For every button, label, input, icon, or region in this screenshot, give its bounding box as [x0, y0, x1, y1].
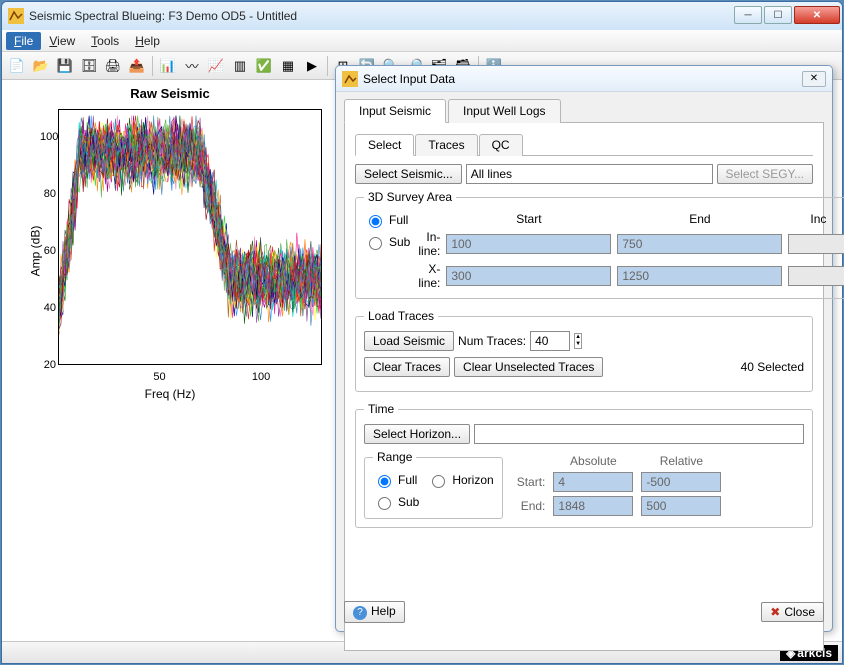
relative-label: Relative [641, 454, 721, 468]
app-icon [8, 8, 24, 24]
xline-end [617, 266, 782, 286]
tab-content: Select Traces QC Select Seismic... Selec… [344, 123, 824, 651]
spin-up[interactable]: ▲ [575, 334, 581, 341]
lines-field[interactable] [466, 164, 713, 184]
select-seismic-button[interactable]: Select Seismic... [355, 164, 462, 184]
inline-end [617, 234, 782, 254]
chart-xlabel: Freq (Hz) [145, 387, 196, 401]
time-end-label: End: [517, 499, 546, 513]
survey-area-fieldset: 3D Survey Area Full Sub Start End Inc In… [355, 190, 844, 299]
window-buttons: ─ ☐ ✕ [732, 6, 840, 26]
new-icon[interactable]: 📄 [6, 55, 28, 77]
menubar: File View Tools Help [2, 30, 842, 52]
dialog-footer: ?Help ✖Close [344, 601, 824, 623]
abs-start [553, 472, 633, 492]
load-legend: Load Traces [364, 309, 438, 323]
maximize-button[interactable]: ☐ [764, 6, 792, 24]
titlebar: Seismic Spectral Blueing: F3 Demo OD5 - … [2, 2, 842, 30]
xline-label: X-line: [418, 262, 440, 290]
clear-traces-button[interactable]: Clear Traces [364, 357, 450, 377]
rel-start [641, 472, 721, 492]
horizon-field[interactable] [474, 424, 804, 444]
menu-help[interactable]: Help [127, 32, 168, 50]
xline-start [446, 266, 611, 286]
export-icon[interactable]: 📤 [126, 55, 148, 77]
chart-box: Amp (dB) Freq (Hz) 20406080100 50100 [10, 101, 330, 401]
check-icon[interactable]: ✅ [253, 55, 275, 77]
main-tabstrip: Input Seismic Input Well Logs [344, 98, 824, 123]
range-sub-radio[interactable]: Sub [373, 494, 494, 510]
menu-view[interactable]: View [41, 32, 83, 50]
time-start-label: Start: [517, 475, 546, 489]
hdr-end: End [617, 212, 782, 226]
spectrum-icon[interactable]: 📈 [205, 55, 227, 77]
tab-input-seismic[interactable]: Input Seismic [344, 99, 446, 123]
inner-tab-traces[interactable]: Traces [415, 134, 477, 156]
rel-end [641, 496, 721, 516]
chart-plot-area [58, 109, 322, 365]
minimize-button[interactable]: ─ [734, 6, 762, 24]
chart-title: Raw Seismic [10, 86, 330, 101]
load-seismic-button[interactable]: Load Seismic [364, 331, 454, 351]
chart-panel: Raw Seismic Amp (dB) Freq (Hz) 204060801… [10, 86, 330, 426]
absolute-label: Absolute [553, 454, 633, 468]
dialog-icon [342, 71, 358, 87]
run-icon[interactable]: ▶ [301, 55, 323, 77]
dialog-body: Input Seismic Input Well Logs Select Tra… [344, 98, 824, 591]
survey-full-radio[interactable]: Full [364, 212, 410, 228]
dialog-titlebar: Select Input Data ✕ [336, 66, 832, 92]
load-traces-fieldset: Load Traces Load Seismic Num Traces: ▲▼ … [355, 309, 813, 392]
bars-icon[interactable]: ▥ [229, 55, 251, 77]
inner-tab-select[interactable]: Select [355, 134, 414, 156]
abs-end [553, 496, 633, 516]
menu-tools[interactable]: Tools [83, 32, 127, 50]
select-segy-button[interactable]: Select SEGY... [717, 164, 814, 184]
num-traces-label: Num Traces: [458, 334, 526, 348]
open-icon[interactable]: 📂 [30, 55, 52, 77]
range-fieldset: Range Full Horizon Sub [364, 450, 503, 519]
spin-down[interactable]: ▼ [575, 341, 581, 348]
tab-input-well-logs[interactable]: Input Well Logs [448, 99, 561, 123]
inline-inc [788, 234, 844, 254]
select-horizon-button[interactable]: Select Horizon... [364, 424, 470, 444]
saveas-icon[interactable]: 🗄 [78, 55, 100, 77]
inline-start [446, 234, 611, 254]
close-button[interactable]: ✕ [794, 6, 840, 24]
hdr-start: Start [446, 212, 611, 226]
save-icon[interactable]: 💾 [54, 55, 76, 77]
inline-label: In-line: [418, 230, 440, 258]
grid-icon[interactable]: ▦ [277, 55, 299, 77]
select-input-dialog: Select Input Data ✕ Input Seismic Input … [335, 65, 833, 632]
print-icon[interactable]: 🖨 [102, 55, 124, 77]
wavelet-icon[interactable]: 〰 [181, 55, 203, 77]
time-legend: Time [364, 402, 398, 416]
range-full-radio[interactable]: Full [373, 472, 417, 488]
seismic-icon[interactable]: 📊 [157, 55, 179, 77]
help-button[interactable]: ?Help [344, 601, 405, 623]
dialog-title: Select Input Data [363, 72, 802, 86]
window-title: Seismic Spectral Blueing: F3 Demo OD5 - … [29, 9, 732, 23]
range-legend: Range [373, 450, 416, 464]
clear-unselected-button[interactable]: Clear Unselected Traces [454, 357, 603, 377]
range-horizon-radio[interactable]: Horizon [427, 472, 493, 488]
time-fieldset: Time Select Horizon... Range Full Horizo… [355, 402, 813, 528]
close-button[interactable]: ✖Close [761, 602, 824, 622]
selected-count: 40 Selected [741, 360, 804, 374]
dialog-close-icon[interactable]: ✕ [802, 71, 826, 87]
inner-tabstrip: Select Traces QC [355, 133, 813, 156]
menu-file[interactable]: File [6, 32, 41, 50]
xline-inc [788, 266, 844, 286]
num-traces-input[interactable] [530, 331, 570, 351]
survey-legend: 3D Survey Area [364, 190, 456, 204]
hdr-inc: Inc [788, 212, 844, 226]
inner-tab-qc[interactable]: QC [479, 134, 523, 156]
survey-sub-radio[interactable]: Sub [364, 234, 410, 250]
